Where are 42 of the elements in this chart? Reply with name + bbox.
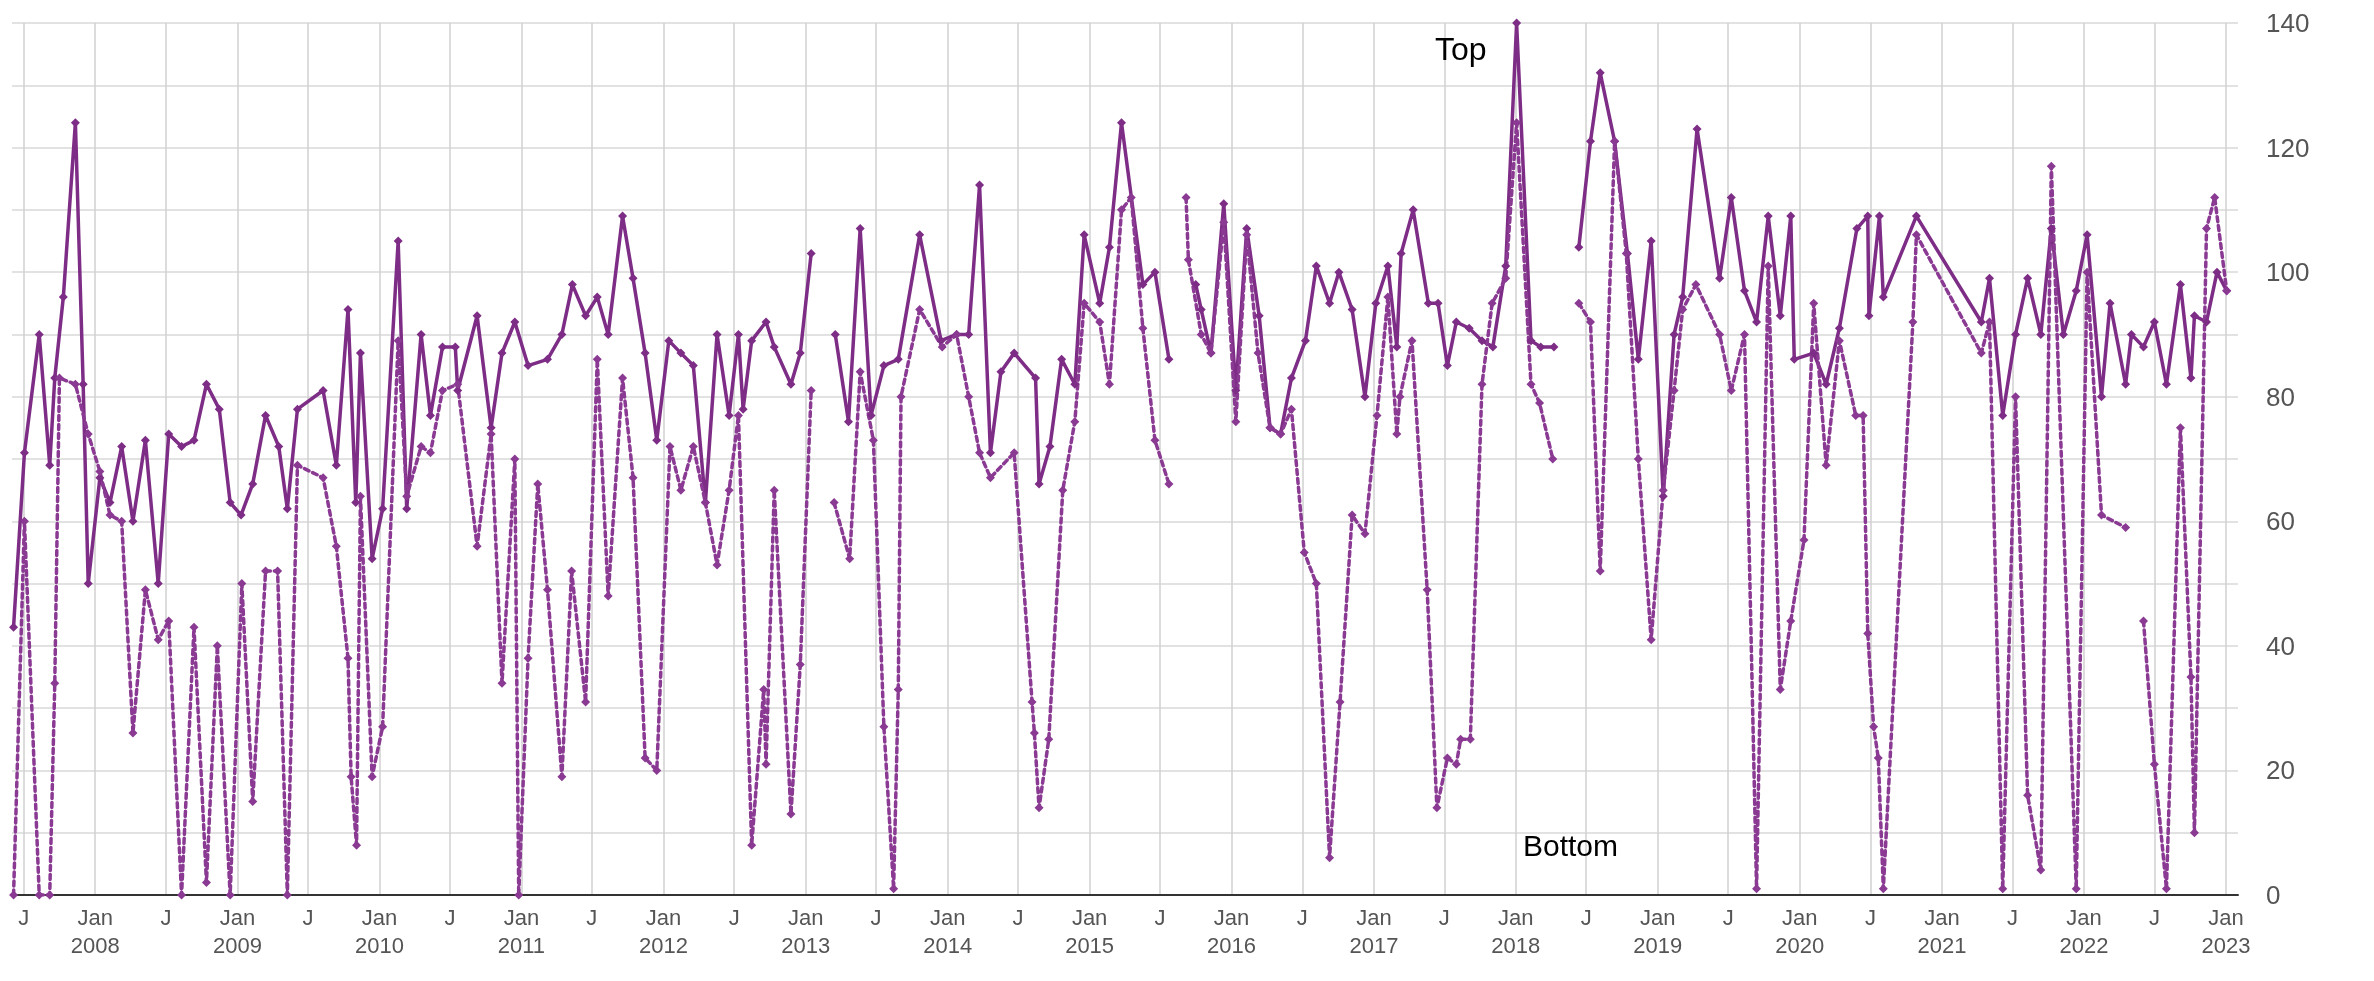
x-tick-label: J (2006, 904, 2018, 930)
x-tick-label: J (1296, 904, 1308, 930)
x-tick-label: J (1154, 904, 1166, 930)
x-tick-label: Jan 2016 (1207, 904, 1257, 958)
x-tick-label: Jan 2009 (213, 904, 263, 958)
y-tick-label: 80 (2266, 381, 2295, 412)
x-tick-label: Jan 2014 (923, 904, 973, 958)
annotation: Bottom (1523, 828, 1619, 862)
x-tick-label: J (18, 904, 30, 930)
x-tick-label: Jan 2011 (497, 904, 546, 958)
x-tick-label: Jan 2008 (70, 904, 120, 958)
x-tick-label: J (1580, 904, 1592, 930)
x-tick-label: J (728, 904, 740, 930)
x-tick-label: Jan 2019 (1633, 904, 1683, 958)
y-tick-label: 100 (2266, 257, 2310, 288)
x-tick-label: J (444, 904, 456, 930)
x-tick-label: Jan 2018 (1491, 904, 1541, 958)
x-tick-label: J (1012, 904, 1024, 930)
x-tick-label: Jan 2021 (1917, 904, 1967, 958)
x-tick-label: Jan 2017 (1349, 904, 1399, 958)
x-tick-label: Jan 2022 (2059, 904, 2109, 958)
x-tick-label: J (1438, 904, 1450, 930)
y-tick-label: 60 (2266, 506, 2295, 537)
x-tick-label: Jan 2013 (781, 904, 831, 958)
x-tick-label: Jan 2023 (2201, 904, 2251, 958)
annotation: Top (1435, 31, 1487, 67)
x-tick-label: J (2148, 904, 2160, 930)
x-tick-label: J (302, 904, 314, 930)
x-tick-label: J (586, 904, 598, 930)
y-tick-label: 120 (2266, 132, 2310, 163)
x-tick-label: Jan 2020 (1775, 904, 1825, 958)
x-tick-label: Jan 2015 (1065, 904, 1115, 958)
y-tick-label: 40 (2266, 630, 2295, 661)
y-tick-label: 20 (2266, 755, 2295, 786)
y-tick-label: 0 (2266, 880, 2281, 910)
x-tick-label: Jan 2012 (638, 904, 688, 958)
x-tick-label: J (1865, 904, 1876, 930)
x-tick-label: J (160, 904, 172, 930)
x-tick-label: Jan 2010 (355, 904, 404, 958)
y-tick-label: 140 (2266, 8, 2310, 38)
x-tick-label: J (1722, 904, 1734, 930)
x-tick-label: J (870, 904, 882, 930)
